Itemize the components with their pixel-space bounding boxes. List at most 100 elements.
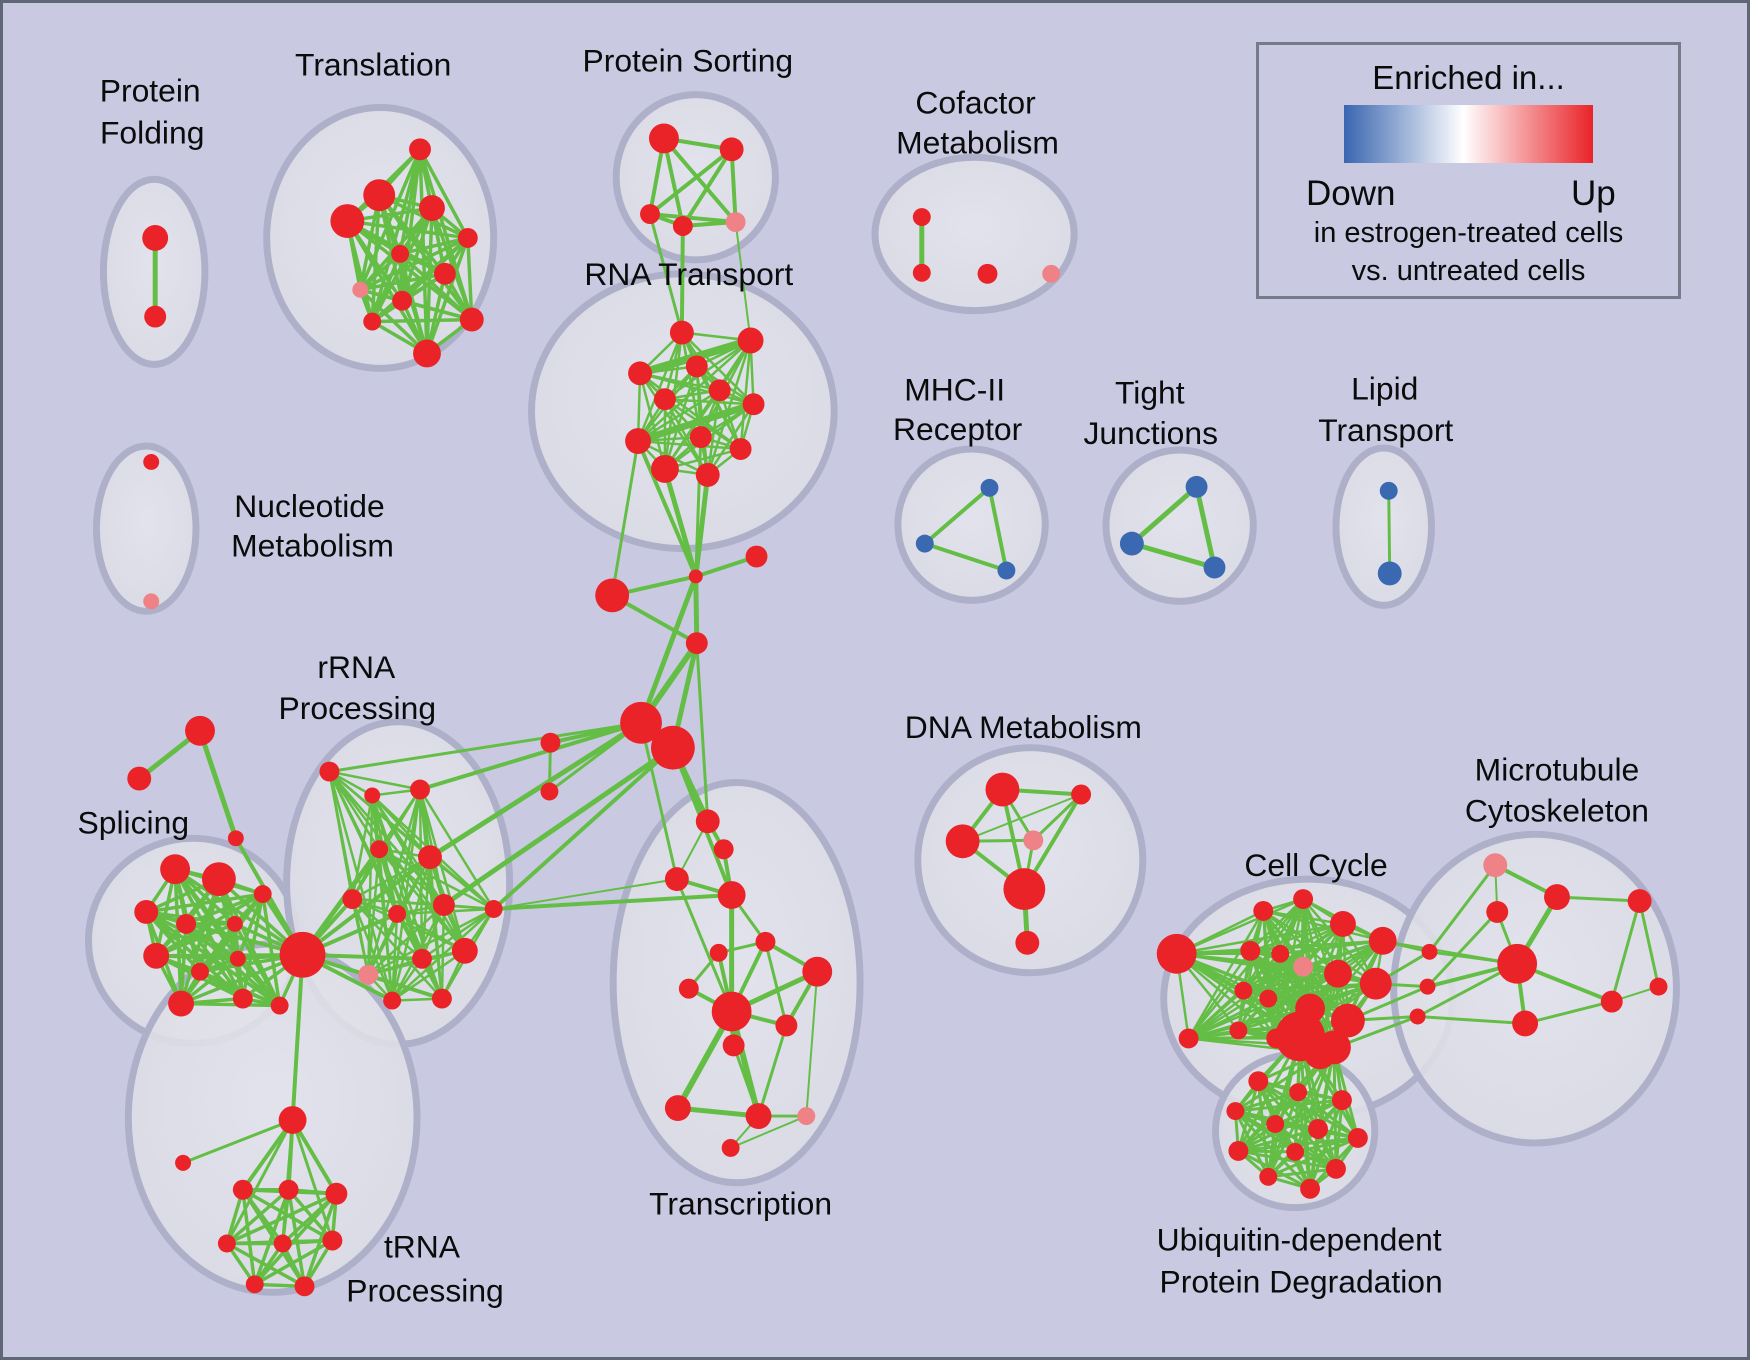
gene-set-node-lt2 — [1377, 561, 1402, 586]
gene-set-node-r12 — [383, 991, 402, 1010]
edge-r9-r11 — [420, 907, 495, 961]
cluster-label-translation: Translation — [295, 47, 451, 83]
edge-tc14-tc15 — [729, 1115, 808, 1149]
edge-cc1-cc4 — [1262, 909, 1384, 943]
gene-set-node-tri — [175, 1154, 192, 1171]
gene-set-node-tc7 — [678, 978, 699, 999]
edge-rt8-rt10 — [636, 439, 742, 451]
gene-set-node-sp1 — [160, 854, 191, 885]
cluster-ellipse-mhc-ii-receptor — [894, 445, 1049, 604]
edge-st1-st3 — [197, 728, 239, 841]
edge-cc3-cc5 — [1249, 922, 1345, 953]
gene-set-node-mt6 — [1649, 977, 1668, 996]
gene-set-node-cc8 — [1359, 967, 1392, 1000]
edge-dm2-dm3 — [961, 793, 1083, 843]
gene-set-node-mth — [1497, 943, 1538, 984]
edge-tc10-tc13 — [757, 1023, 788, 1118]
legend-caption-line1: in estrogen-treated cells — [1313, 217, 1624, 249]
gene-set-node-t2 — [363, 179, 396, 212]
cluster-label-splicing: Splicing — [78, 804, 190, 840]
edge-mh2-mh3 — [922, 541, 1009, 573]
edge-t5-t6 — [398, 236, 470, 256]
edge-b1-rt8 — [610, 439, 640, 597]
edge-h1-r3 — [418, 720, 644, 792]
cluster-label-cytoskeleton: Cytoskeleton — [1465, 792, 1649, 828]
gene-set-node-sp3 — [134, 900, 159, 924]
gene-set-node-ps4 — [672, 216, 693, 236]
gene-set-node-cm2 — [912, 263, 931, 282]
gene-set-node-cc9 — [1234, 981, 1253, 1000]
edge-r11-tc3 — [492, 878, 678, 910]
gene-set-node-ccp — [1293, 956, 1314, 977]
gene-set-node-ub5 — [1266, 1115, 1285, 1133]
gene-set-node-h2 — [650, 725, 695, 770]
edge-h2-r11 — [491, 745, 675, 911]
edge-t6-t10 — [398, 252, 474, 322]
gene-set-node-ps3 — [640, 204, 660, 225]
gene-set-node-pf1 — [142, 225, 169, 251]
edge-ub10-ub11 — [1266, 1167, 1338, 1179]
gene-set-node-mt1 — [1544, 884, 1570, 910]
cluster-label-nucleotide: Nucleotide — [234, 488, 384, 524]
edge-ub7-ub9 — [1293, 1136, 1360, 1154]
gene-set-node-dm4 — [1023, 830, 1044, 851]
gene-set-node-sp7 — [191, 962, 209, 981]
gene-set-node-b1 — [595, 578, 630, 613]
gene-set-node-mh2 — [915, 534, 934, 553]
edge-sp4-sp9 — [184, 892, 265, 926]
edge-cc8-cc9 — [1242, 982, 1378, 992]
gene-set-node-cc5 — [1240, 940, 1261, 961]
edge-r7-pk1 — [367, 912, 399, 976]
gene-set-node-r1 — [319, 761, 340, 782]
edge-br1-mtp — [1428, 863, 1497, 954]
gene-set-node-tc14 — [797, 1107, 816, 1126]
edge-t3-t10 — [345, 219, 474, 322]
gene-set-node-r8 — [432, 894, 455, 916]
edge-ps4-rt1 — [679, 224, 685, 335]
gene-set-node-cc1 — [1253, 901, 1274, 921]
gene-set-node-dm2 — [1071, 784, 1092, 805]
edge-trh-tr4 — [225, 1118, 295, 1245]
cluster-label-transcription: Transcription — [649, 1186, 832, 1222]
gene-set-node-tr2 — [278, 1179, 299, 1200]
edge-r5-r13 — [428, 855, 444, 1000]
edge-rt8-j1 — [636, 439, 698, 579]
gene-set-node-rt6 — [653, 388, 676, 411]
gene-set-node-nm1 — [143, 454, 160, 470]
gene-set-node-tc15 — [721, 1138, 740, 1157]
edge-r5-r11 — [428, 855, 495, 911]
edge-ps3-rt1 — [648, 212, 684, 335]
edge-rt6-rt10 — [663, 397, 742, 451]
edge-t1-t8 — [358, 147, 422, 292]
gene-set-node-spb — [279, 931, 326, 978]
edge-ub6-ub8 — [1236, 1127, 1320, 1153]
gene-set-node-ub4 — [1226, 1102, 1245, 1121]
gene-set-node-br1 — [1421, 943, 1438, 960]
edge-cc5-cc16 — [1187, 949, 1252, 1040]
gene-set-node-rt9 — [689, 426, 712, 449]
edge-r2-pk1 — [367, 794, 374, 976]
cluster-label-processing: Processing — [346, 1272, 504, 1308]
edge-br3-mt4 — [1416, 1015, 1527, 1025]
gene-set-node-rt12 — [695, 462, 720, 487]
gene-set-node-st2 — [127, 766, 152, 791]
edge-cc10-cc16 — [1187, 997, 1270, 1040]
gene-set-node-mt2 — [1486, 901, 1509, 923]
edge-r4-r10 — [377, 848, 467, 953]
edge-t2-t8 — [358, 193, 381, 292]
gene-set-node-r6 — [342, 889, 363, 909]
edge-trh-tr1 — [240, 1118, 295, 1192]
edge-rt9-j1 — [694, 435, 703, 578]
cluster-label-dna-metabolism: DNA Metabolism — [905, 709, 1142, 745]
edge-ub7-ub11 — [1266, 1136, 1360, 1179]
gene-set-node-st3 — [227, 830, 244, 847]
gene-set-node-cm4 — [1042, 264, 1061, 283]
edge-r8-pk1 — [367, 903, 446, 976]
gene-set-node-dm6 — [1015, 930, 1040, 955]
legend-caption-line2: vs. untreated cells — [1351, 255, 1586, 287]
edge-rt2-rt8 — [636, 339, 752, 443]
edge-ps2-ps4 — [680, 147, 734, 229]
edge-rt3-rt12 — [638, 372, 709, 477]
edge-t6-t12 — [370, 252, 402, 324]
gene-set-node-t5 — [457, 228, 478, 248]
